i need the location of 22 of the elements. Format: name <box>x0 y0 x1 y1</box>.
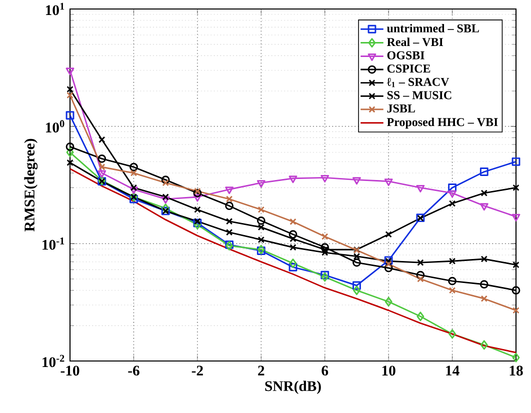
y-tick-label: 10$^{-1}$ <box>42 238 64 250</box>
legend-label: Real – VBI <box>386 38 444 46</box>
x-axis-title: SNR(dB) <box>265 380 321 394</box>
x-tick-label: 6 <box>322 366 328 376</box>
legend-label: ℓ$_{1}$ – SRACV <box>386 78 450 88</box>
x-tick-label: 14 <box>446 366 460 376</box>
x-tick-label: -10 <box>60 366 80 376</box>
legend-label: untrimmed – SBL <box>386 24 479 32</box>
legend-label: Proposed HHC – VBI <box>386 118 498 129</box>
y-tick-label: 10$^{-2}$ <box>42 354 64 368</box>
x-tick-label: -6 <box>128 366 140 376</box>
y-axis-title: RMSE(degree) <box>24 138 38 232</box>
legend-label: JSBL <box>387 104 415 113</box>
x-tick-label: -2 <box>192 366 203 376</box>
legend-label: SS – MUSIC <box>387 91 452 100</box>
legend-label: CSPICE <box>387 64 430 73</box>
x-tick-label: 18 <box>510 366 523 376</box>
legend-label: OGSBI <box>387 51 424 60</box>
y-tick-label: 10$^{0}$ <box>46 120 64 132</box>
x-tick-label: 10 <box>382 366 396 376</box>
x-tick-label: 2 <box>258 366 264 376</box>
y-tick-label: 10$^{1}$ <box>46 2 64 16</box>
